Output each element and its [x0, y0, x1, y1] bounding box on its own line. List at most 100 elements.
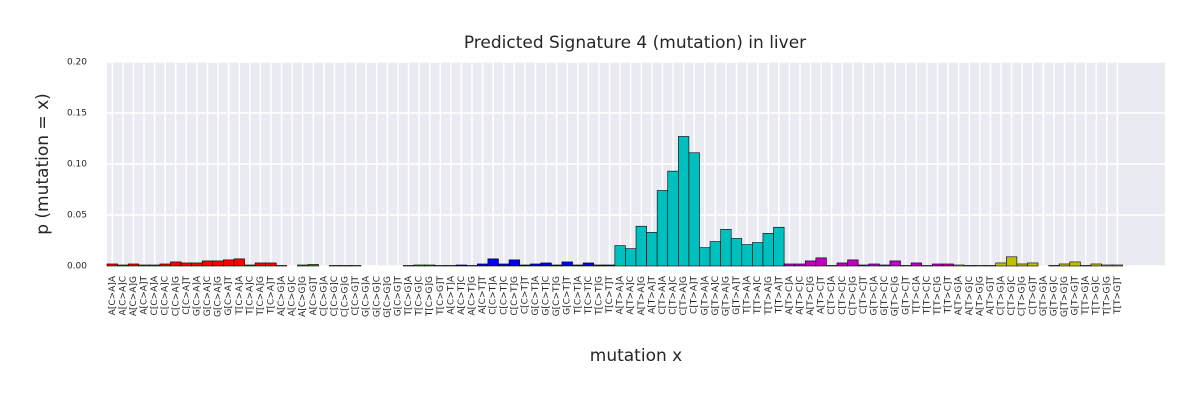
bar — [804, 260, 817, 267]
chart-title: Predicted Signature 4 (mutation) in live… — [464, 33, 806, 53]
x-tick-label: T[T>C]T — [944, 276, 954, 315]
x-tick-label: G[T>C]T — [901, 276, 911, 315]
bar — [857, 264, 870, 267]
x-tick-label: A[C>G]A — [277, 275, 287, 316]
bar — [625, 248, 637, 267]
bar — [350, 265, 362, 267]
x-tick-label: G[T>A]T — [732, 276, 742, 315]
x-tick-label: T[T>G]T — [1113, 275, 1123, 315]
x-tick-label: C[C>T]A — [489, 275, 499, 315]
x-tick-label: A[C>G]T — [309, 276, 319, 316]
x-tick-label: A[T>G]C — [965, 276, 975, 315]
x-tick-label: A[T>A]G — [637, 276, 647, 315]
bar — [984, 265, 997, 267]
bar — [635, 225, 647, 267]
bar — [762, 233, 774, 267]
bar — [1016, 263, 1028, 267]
bar — [212, 260, 224, 267]
y-tick-label: 0.15 — [67, 109, 87, 119]
bar — [561, 261, 573, 267]
x-tick-label: C[T>C]A — [827, 275, 837, 315]
y-tick-label: 0.05 — [67, 211, 87, 221]
x-tick-label: C[C>G]C — [330, 276, 340, 316]
bar — [307, 264, 319, 267]
bar — [339, 265, 351, 267]
x-tick-label: C[C>G]A — [319, 275, 329, 316]
x-tick-label: G[T>C]G — [891, 276, 901, 316]
bar — [519, 264, 531, 267]
x-tick-label: C[C>A]C — [161, 276, 171, 316]
x-axis-label: mutation x — [590, 346, 682, 366]
x-tick-label: C[C>T]C — [499, 276, 509, 315]
bar — [614, 245, 626, 267]
x-tick-label: C[T>C]G — [848, 276, 858, 316]
bar — [106, 263, 118, 267]
bar — [688, 152, 700, 267]
x-tick-label: T[C>A]A — [235, 275, 245, 316]
x-tick-label: T[C>A]T — [266, 275, 276, 315]
bar — [730, 238, 743, 267]
x-tick-label: G[C>G]C — [372, 276, 382, 317]
x-tick-label: A[T>A]T — [647, 276, 657, 314]
x-tick-label: G[T>G]C — [1049, 276, 1059, 316]
x-tick-label: C[T>G]T — [1028, 276, 1038, 315]
x-tick-label: T[C>G]G — [425, 276, 435, 317]
x-tick-label: T[T>A]T — [774, 276, 784, 315]
x-tick-label: G[T>C]A — [870, 275, 880, 315]
bar — [434, 265, 446, 267]
bar — [826, 265, 838, 267]
x-tick-label: T[T>G]A — [1081, 275, 1091, 316]
bar — [1111, 264, 1123, 267]
bar — [127, 263, 140, 267]
bar — [815, 257, 827, 267]
x-tick-label: C[C>G]G — [341, 276, 351, 317]
bar — [191, 262, 203, 267]
x-tick-label: A[C>T]T — [478, 275, 488, 314]
bar — [223, 259, 235, 267]
bar — [424, 264, 436, 267]
bar — [201, 260, 214, 267]
x-tick-label: T[T>C]A — [912, 275, 922, 315]
x-tick-label: A[C>G]G — [298, 276, 308, 317]
bar — [773, 226, 785, 267]
x-tick-label: A[T>G]T — [986, 276, 996, 315]
x-tick-label: A[C>T]C — [457, 276, 467, 315]
bar — [974, 265, 986, 267]
x-tick-label: C[T>A]T — [690, 275, 700, 314]
x-tick-label: T[T>C]G — [933, 276, 943, 316]
x-tick-label: C[C>T]G — [510, 276, 520, 316]
bar — [445, 265, 457, 267]
x-tick-label: T[C>T]G — [594, 276, 604, 316]
x-tick-label: C[T>A]G — [679, 276, 689, 316]
bar — [466, 265, 478, 267]
x-tick-label: G[C>A]A — [192, 275, 202, 316]
bar — [889, 260, 901, 267]
y-tick-label: 0.20 — [67, 58, 87, 68]
x-tick-label: G[C>T]G — [552, 276, 562, 316]
x-tick-label: T[T>A]G — [764, 276, 774, 316]
x-tick-label: T[C>G]C — [415, 276, 425, 317]
x-tick-label: G[T>C]C — [880, 276, 890, 316]
x-tick-label: T[C>G]T — [436, 276, 446, 316]
x-tick-label: T[T>C]C — [922, 276, 932, 315]
bar — [783, 263, 795, 267]
y-tick-label: 0.00 — [67, 262, 87, 272]
bar — [328, 265, 341, 267]
x-tick-label: G[C>A]T — [224, 276, 234, 316]
x-tick-label: G[C>T]T — [563, 276, 573, 315]
x-tick-label: A[T>C]G — [806, 276, 816, 316]
bar — [699, 247, 711, 267]
x-tick-label: A[C>T]A — [446, 275, 456, 315]
bar — [593, 264, 605, 267]
x-tick-label: G[T>G]G — [1060, 276, 1070, 317]
x-tick-label: C[C>G]T — [351, 276, 361, 316]
bar — [508, 259, 520, 267]
bar — [836, 262, 848, 267]
bar — [1069, 261, 1081, 267]
bar — [582, 262, 594, 267]
bar — [402, 265, 415, 267]
x-tick-label: T[T>G]G — [1102, 276, 1112, 317]
bar — [413, 264, 425, 267]
x-tick-label: A[T>A]A — [616, 275, 626, 314]
x-tick-label: A[C>A]C — [118, 276, 128, 315]
